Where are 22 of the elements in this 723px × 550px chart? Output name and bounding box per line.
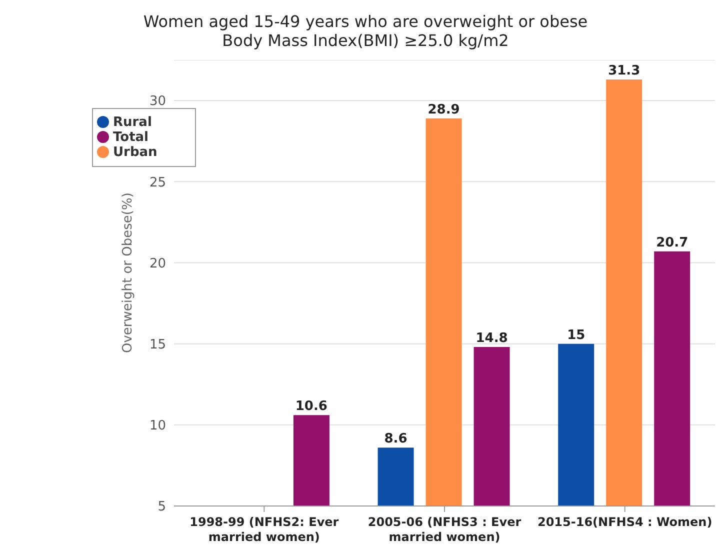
y-tick-label: 10 [149,418,166,434]
data-label: 20.7 [656,235,688,250]
legend-label: Total [113,130,149,145]
data-label: 28.9 [428,102,460,118]
data-label: 31.3 [608,63,640,78]
y-tick-label: 30 [149,94,166,110]
y-tick-label: 20 [149,256,166,272]
x-tick-label: 2005-06 (NFHS3 : Ever married women) [368,515,522,544]
data-label: 14.8 [476,331,508,346]
x-tick-label: 1998-99 (NFHS2: Ever married women) [190,515,339,544]
data-label: 8.6 [384,432,408,447]
data-label: 15 [567,328,586,343]
y-axis-title: Overweight or Obese(%) [120,192,136,353]
chart-subtitle: Body Mass Index(BMI) ≥25.0 kg/m2 [221,31,510,50]
x-tick-label: 2015-16(NFHS4 : Women) [537,515,712,529]
y-tick-label: 25 [149,175,166,190]
chart-title: Women aged 15-49 years who are overweight or obese [142,12,589,31]
legend-label: Urban [113,145,158,160]
y-tick-label: 5 [158,500,166,515]
data-label: 10.6 [295,399,328,414]
legend-label: Rural [113,115,152,130]
y-tick-label: 15 [149,337,166,352]
